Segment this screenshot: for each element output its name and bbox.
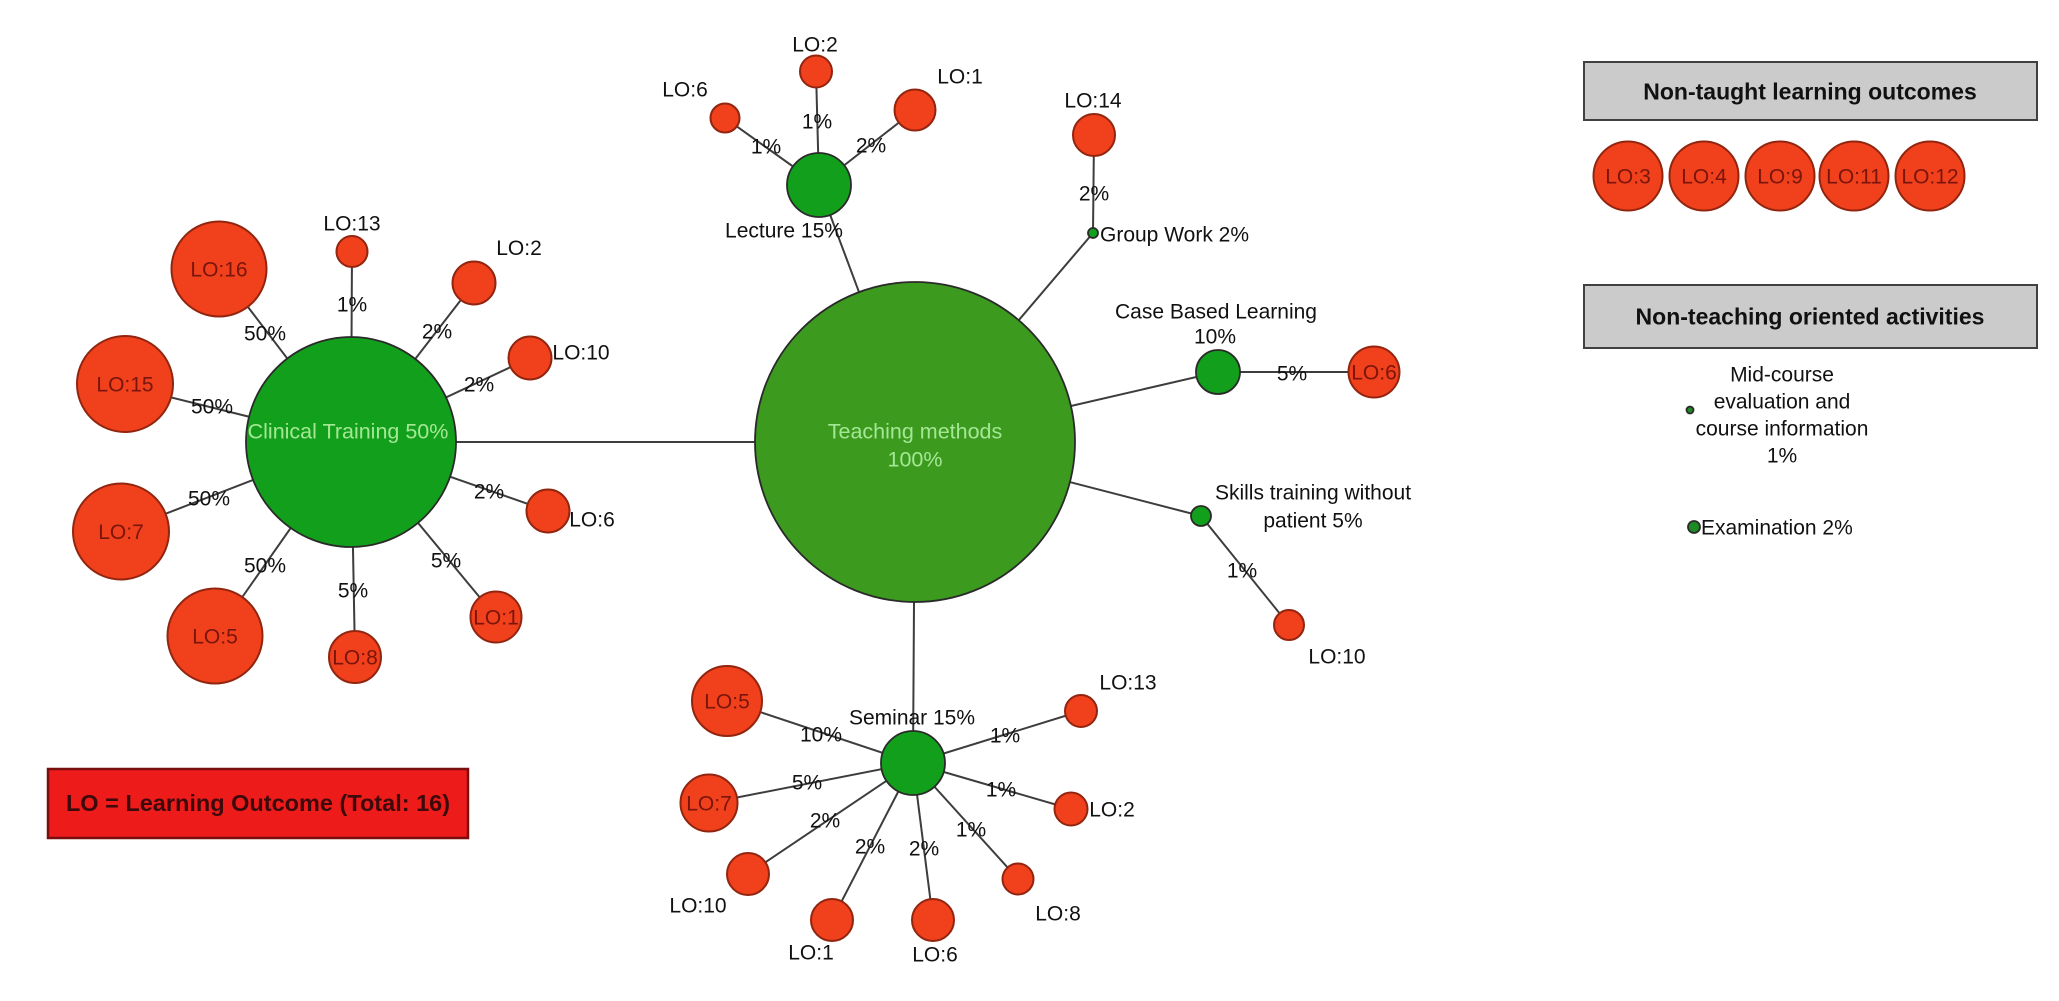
svg-text:LO:3: LO:3 bbox=[1605, 166, 1651, 189]
svg-text:Non-teaching oriented activiti: Non-teaching oriented activities bbox=[1636, 303, 1985, 329]
svg-text:Teaching methods: Teaching methods bbox=[828, 420, 1003, 444]
svg-text:Lecture 15%: Lecture 15% bbox=[725, 220, 843, 243]
svg-text:LO:12: LO:12 bbox=[1901, 166, 1958, 189]
svg-text:LO:2: LO:2 bbox=[1089, 799, 1135, 822]
svg-text:Mid-course: Mid-course bbox=[1730, 364, 1834, 387]
svg-text:Case Based Learning: Case Based Learning bbox=[1115, 301, 1317, 324]
svg-text:Seminar 15%: Seminar 15% bbox=[849, 707, 975, 730]
svg-text:1%: 1% bbox=[986, 779, 1016, 802]
svg-text:1%: 1% bbox=[990, 725, 1020, 748]
svg-text:2%: 2% bbox=[855, 836, 885, 859]
svg-text:50%: 50% bbox=[244, 323, 286, 346]
svg-text:LO:1: LO:1 bbox=[473, 607, 519, 630]
svg-text:LO:14: LO:14 bbox=[1064, 90, 1122, 113]
svg-text:LO = Learning Outcome (Total:: LO = Learning Outcome (Total: 16) bbox=[66, 790, 450, 816]
svg-text:1%: 1% bbox=[337, 294, 367, 317]
svg-text:10%: 10% bbox=[1194, 326, 1236, 349]
svg-text:LO:10: LO:10 bbox=[1308, 646, 1365, 669]
svg-text:LO:4: LO:4 bbox=[1681, 166, 1727, 189]
svg-text:LO:6: LO:6 bbox=[1351, 362, 1397, 385]
svg-text:10%: 10% bbox=[800, 724, 842, 747]
svg-text:50%: 50% bbox=[244, 555, 286, 578]
svg-text:LO:8: LO:8 bbox=[1035, 903, 1081, 926]
svg-text:LO:10: LO:10 bbox=[669, 895, 726, 918]
svg-text:1%: 1% bbox=[1767, 445, 1797, 468]
svg-text:LO:2: LO:2 bbox=[792, 34, 838, 57]
svg-text:LO:9: LO:9 bbox=[1757, 166, 1803, 189]
svg-text:Clinical Training 50%: Clinical Training 50% bbox=[248, 420, 449, 444]
svg-text:LO:7: LO:7 bbox=[98, 521, 144, 544]
svg-text:Skills training without: Skills training without bbox=[1215, 482, 1411, 505]
svg-text:patient 5%: patient 5% bbox=[1263, 510, 1362, 533]
svg-text:2%: 2% bbox=[464, 374, 494, 397]
svg-text:2%: 2% bbox=[474, 481, 504, 504]
svg-text:LO:10: LO:10 bbox=[552, 342, 609, 365]
svg-text:100%: 100% bbox=[888, 448, 943, 472]
svg-text:evaluation and: evaluation and bbox=[1714, 391, 1851, 414]
svg-text:LO:8: LO:8 bbox=[332, 647, 378, 670]
svg-text:2%: 2% bbox=[810, 810, 840, 833]
svg-text:LO:16: LO:16 bbox=[190, 259, 247, 282]
svg-text:Group Work 2%: Group Work 2% bbox=[1100, 224, 1249, 247]
svg-text:LO:15: LO:15 bbox=[96, 374, 153, 397]
svg-text:2%: 2% bbox=[422, 321, 452, 344]
svg-text:50%: 50% bbox=[188, 488, 230, 511]
svg-text:1%: 1% bbox=[1227, 560, 1257, 583]
svg-text:50%: 50% bbox=[191, 396, 233, 419]
svg-text:LO:1: LO:1 bbox=[937, 66, 983, 89]
svg-text:LO:1: LO:1 bbox=[788, 942, 834, 965]
svg-text:1%: 1% bbox=[956, 819, 986, 842]
svg-text:5%: 5% bbox=[338, 580, 368, 603]
svg-text:2%: 2% bbox=[856, 135, 886, 158]
svg-text:LO:13: LO:13 bbox=[323, 213, 380, 236]
svg-text:LO:6: LO:6 bbox=[912, 944, 958, 967]
svg-text:5%: 5% bbox=[431, 550, 461, 573]
svg-text:LO:6: LO:6 bbox=[569, 509, 615, 532]
svg-text:Non-taught learning outcomes: Non-taught learning outcomes bbox=[1643, 78, 1977, 104]
svg-text:1%: 1% bbox=[751, 136, 781, 159]
svg-text:LO:11: LO:11 bbox=[1826, 166, 1882, 189]
svg-text:LO:13: LO:13 bbox=[1099, 672, 1156, 695]
svg-text:1%: 1% bbox=[802, 111, 832, 134]
svg-text:2%: 2% bbox=[909, 838, 939, 861]
svg-text:course information: course information bbox=[1696, 418, 1869, 441]
svg-text:5%: 5% bbox=[792, 772, 822, 795]
svg-text:LO:7: LO:7 bbox=[686, 793, 732, 816]
svg-text:Examination 2%: Examination 2% bbox=[1701, 517, 1853, 540]
svg-text:LO:6: LO:6 bbox=[662, 79, 708, 102]
svg-text:5%: 5% bbox=[1277, 363, 1307, 386]
svg-text:LO:5: LO:5 bbox=[192, 626, 238, 649]
svg-text:LO:5: LO:5 bbox=[704, 691, 750, 714]
svg-text:LO:2: LO:2 bbox=[496, 237, 542, 260]
svg-text:2%: 2% bbox=[1079, 183, 1109, 206]
